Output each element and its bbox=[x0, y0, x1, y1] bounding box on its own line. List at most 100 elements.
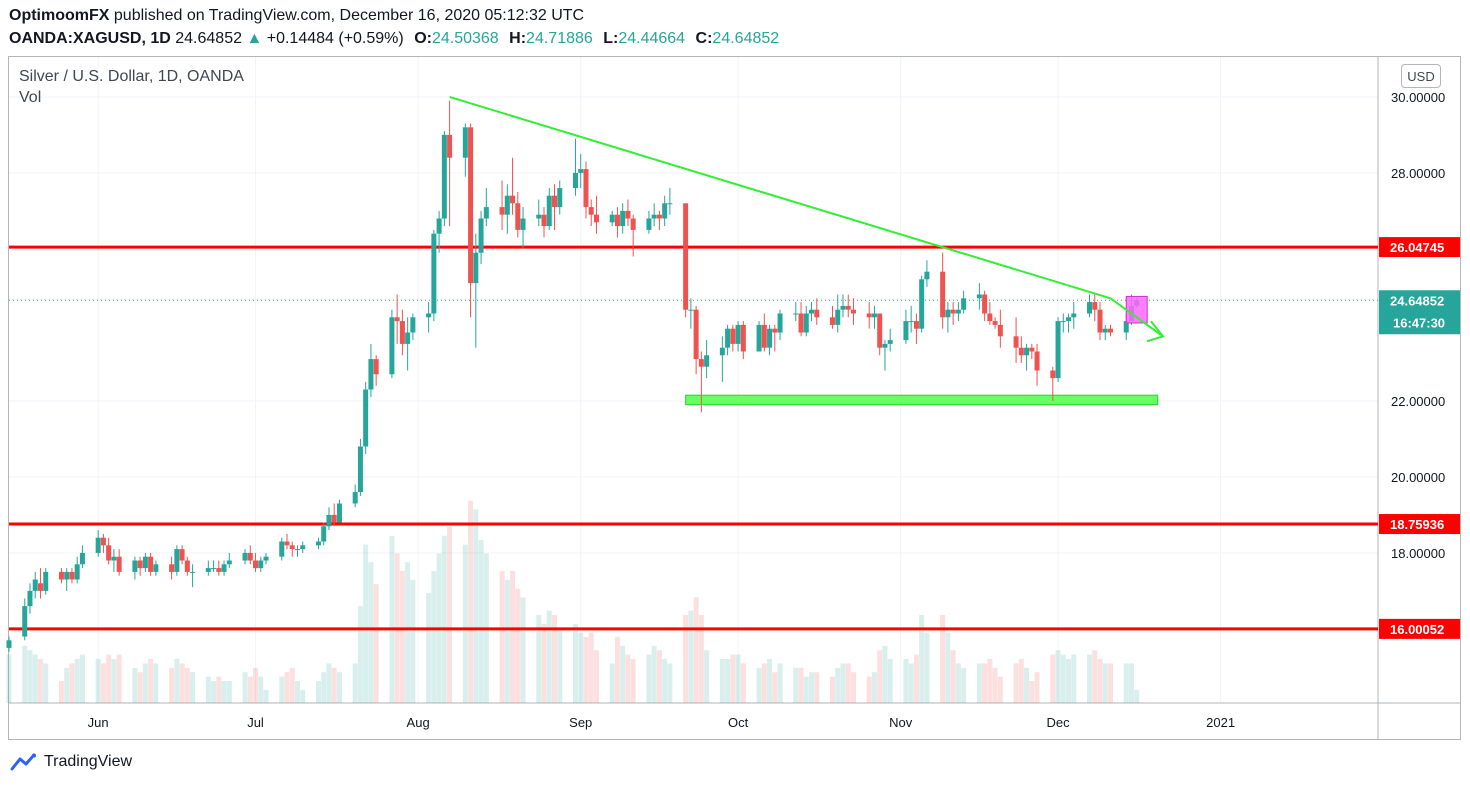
candle-body bbox=[719, 347, 725, 356]
volume-bar bbox=[961, 667, 967, 703]
volume-bar bbox=[1087, 654, 1093, 703]
publish-line: OptimoomFX published on TradingView.com,… bbox=[9, 7, 584, 25]
volume-bar bbox=[887, 659, 893, 703]
volume-bar bbox=[625, 654, 631, 703]
candle-body bbox=[116, 556, 122, 572]
close-label: C: bbox=[695, 30, 713, 47]
candle-body bbox=[546, 195, 552, 227]
candle-body bbox=[22, 606, 28, 637]
brand[interactable]: TradingView bbox=[10, 753, 132, 771]
candle-body bbox=[1013, 336, 1019, 348]
time-tick-label: Dec bbox=[1046, 715, 1070, 730]
marker-box[interactable] bbox=[1125, 295, 1148, 324]
volume-bar bbox=[840, 663, 846, 703]
candle-body bbox=[352, 492, 358, 504]
trendline-extension[interactable] bbox=[1109, 297, 1164, 338]
candle-body bbox=[557, 188, 563, 208]
volume-bar bbox=[756, 667, 762, 703]
volume-bar bbox=[793, 667, 799, 703]
candle-body bbox=[609, 214, 615, 223]
candle-body bbox=[919, 279, 925, 329]
candle-body bbox=[877, 313, 883, 348]
volume-bar bbox=[100, 663, 106, 703]
volume-bar bbox=[693, 597, 699, 703]
candle-body bbox=[924, 271, 930, 280]
change-value: +0.14484 (+0.59%) bbox=[266, 30, 404, 47]
candle-body bbox=[58, 571, 64, 580]
volume-bar bbox=[399, 571, 405, 703]
volume-bar bbox=[279, 676, 285, 703]
candle-body bbox=[315, 541, 321, 546]
volume-bar bbox=[357, 606, 363, 703]
candle-body bbox=[798, 313, 804, 333]
candle-body bbox=[373, 359, 379, 375]
candle-body bbox=[37, 583, 43, 591]
volume-bar bbox=[137, 672, 143, 703]
volume-bar bbox=[1128, 663, 1134, 703]
volume-bar bbox=[798, 667, 804, 703]
volume-bar bbox=[363, 544, 369, 703]
candle-body bbox=[730, 328, 736, 344]
candle-body bbox=[300, 545, 306, 550]
low-value: 24.44664 bbox=[618, 30, 686, 47]
volume-bar bbox=[882, 645, 888, 703]
candle-body bbox=[405, 332, 411, 344]
volume-bar bbox=[725, 659, 731, 703]
candle-body bbox=[572, 172, 578, 189]
candle-body bbox=[284, 541, 290, 546]
candle-body bbox=[190, 571, 196, 573]
series-legend[interactable]: Silver / U.S. Dollar, 1D, OANDA bbox=[19, 68, 244, 85]
candle-body bbox=[829, 317, 835, 325]
candle-body bbox=[64, 571, 70, 580]
support-zone[interactable] bbox=[685, 394, 1159, 406]
volume-bar bbox=[877, 650, 883, 703]
candle-body bbox=[242, 552, 248, 561]
candle-body bbox=[614, 214, 620, 227]
candle-body bbox=[882, 343, 888, 348]
volume-bar bbox=[772, 672, 778, 703]
volume-bar bbox=[1024, 667, 1030, 703]
time-tick-label: Sep bbox=[569, 715, 592, 730]
level-label-bg bbox=[1379, 514, 1460, 535]
trendline[interactable] bbox=[449, 95, 1111, 300]
last-price: 24.64852 bbox=[175, 30, 242, 47]
volume-bar bbox=[27, 650, 33, 703]
candle-body bbox=[845, 305, 851, 310]
level-label-bg bbox=[1379, 237, 1460, 258]
volume-bar bbox=[803, 676, 809, 703]
volume-bar bbox=[473, 509, 479, 703]
volume-bar bbox=[557, 628, 563, 703]
volume-bar bbox=[919, 615, 925, 703]
volume-bar bbox=[242, 672, 248, 703]
candle-body bbox=[520, 218, 526, 230]
candle-body bbox=[426, 313, 432, 318]
volume-bar bbox=[289, 667, 295, 703]
currency-button[interactable]: USD bbox=[1401, 64, 1441, 88]
candle-body bbox=[1024, 347, 1030, 356]
candle-body bbox=[646, 218, 652, 230]
candle-body bbox=[357, 446, 363, 493]
last-price-label-bg bbox=[1379, 290, 1460, 335]
up-arrow-icon: ▲ bbox=[246, 30, 263, 47]
volume-bar bbox=[431, 571, 437, 703]
volume-bar bbox=[1029, 681, 1035, 703]
volume-bar bbox=[536, 615, 542, 703]
candle-body bbox=[100, 537, 106, 546]
volume-bar bbox=[179, 663, 185, 703]
candle-body bbox=[693, 309, 699, 360]
candle-body bbox=[667, 203, 673, 205]
volume-bar bbox=[184, 667, 190, 703]
close-value: 24.64852 bbox=[712, 30, 780, 47]
volume-bar bbox=[903, 659, 909, 703]
volume-bar bbox=[520, 597, 526, 703]
volume-bar bbox=[809, 672, 815, 703]
volume-bar bbox=[1134, 689, 1140, 703]
candle-body bbox=[997, 324, 1003, 337]
candle-body bbox=[814, 309, 820, 318]
volume-legend[interactable]: Vol bbox=[19, 89, 42, 106]
brand-name: TradingView bbox=[44, 753, 133, 770]
volume-bar bbox=[468, 500, 474, 703]
volume-bar bbox=[761, 663, 767, 703]
volume-bar bbox=[913, 654, 919, 703]
